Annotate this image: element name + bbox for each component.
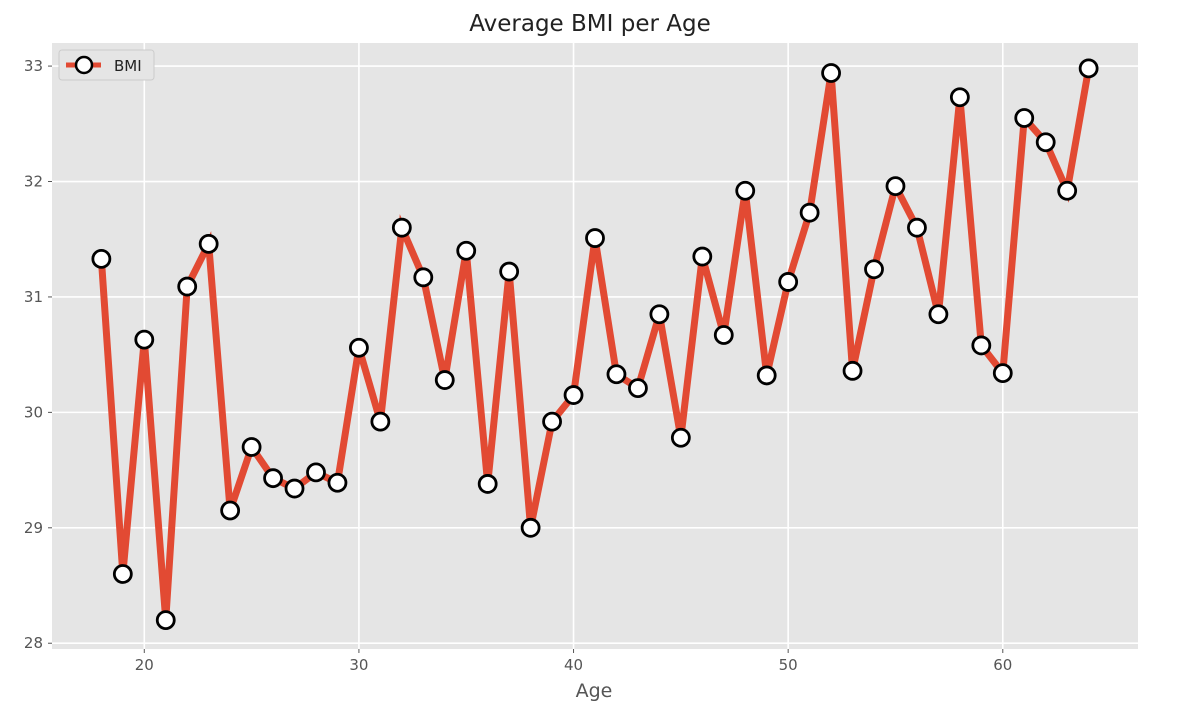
data-point-age-57 [928, 304, 949, 325]
data-point-age-56 [907, 217, 927, 238]
y-tick-label: 33 [24, 57, 43, 75]
y-tick-label: 31 [24, 288, 43, 306]
data-point-age-50 [778, 272, 799, 292]
data-point-age-22 [177, 276, 198, 297]
x-tick-label: 50 [779, 656, 798, 674]
y-tick-label: 32 [24, 173, 43, 191]
data-point-age-25 [241, 437, 262, 457]
data-point-age-62 [1035, 132, 1056, 153]
data-point-age-55 [885, 176, 906, 197]
y-tick-label: 29 [24, 519, 43, 537]
legend-marker-swatch [74, 55, 94, 75]
data-point-age-37 [499, 261, 520, 282]
chart-title: Average BMI per Age [469, 11, 710, 37]
data-point-age-41 [585, 228, 605, 248]
y-tick-label: 28 [24, 634, 43, 652]
data-point-age-44 [649, 304, 670, 325]
grid [52, 43, 1138, 649]
data-point-age-33 [413, 267, 434, 288]
data-point-age-63 [1057, 180, 1078, 201]
data-point-age-31 [370, 411, 391, 432]
data-point-age-39 [542, 411, 562, 432]
data-point-age-20 [134, 329, 155, 350]
data-point-age-47 [713, 325, 734, 345]
data-point-age-18 [91, 248, 112, 269]
data-point-age-64 [1078, 58, 1099, 79]
x-tick-label: 20 [135, 656, 154, 674]
x-axis-label: Age [576, 680, 613, 702]
data-point-age-29 [327, 472, 348, 493]
data-point-age-59 [971, 335, 992, 356]
data-point-age-23 [198, 233, 219, 254]
data-point-age-61 [1014, 108, 1035, 128]
legend: BMI [58, 49, 155, 81]
data-point-age-43 [628, 378, 648, 399]
data-point-age-48 [735, 180, 756, 201]
data-point-age-38 [520, 517, 541, 538]
axis-ticks: 20 30 40 50 60 28 29 30 31 32 33 [24, 57, 1012, 674]
data-point-age-32 [391, 217, 412, 238]
data-point-age-45 [670, 427, 691, 448]
data-point-age-26 [263, 468, 283, 489]
data-point-age-60 [992, 363, 1013, 384]
data-point-age-53 [842, 360, 863, 381]
data-point-age-52 [821, 63, 841, 83]
data-point-age-46 [692, 246, 713, 267]
data-point-age-51 [799, 202, 820, 223]
x-tick-label: 60 [993, 656, 1012, 674]
data-point-age-34 [434, 370, 455, 390]
data-point-age-27 [284, 478, 305, 499]
data-point-age-49 [756, 365, 777, 386]
data-point-age-40 [563, 385, 584, 405]
data-point-age-42 [606, 364, 627, 385]
data-point-age-30 [349, 337, 369, 358]
legend-label-bmi: BMI [114, 57, 142, 75]
data-point-age-54 [864, 259, 884, 280]
x-tick-label: 30 [349, 656, 368, 674]
series-layer [91, 58, 1099, 631]
data-point-age-24 [220, 500, 241, 521]
y-tick-label: 30 [24, 403, 43, 421]
x-tick-label: 40 [564, 656, 583, 674]
data-point-age-19 [112, 564, 133, 584]
data-point-age-28 [306, 462, 326, 483]
data-point-age-58 [949, 87, 970, 108]
data-point-age-36 [477, 474, 498, 494]
data-point-age-21 [155, 610, 176, 631]
data-point-age-35 [456, 240, 477, 261]
